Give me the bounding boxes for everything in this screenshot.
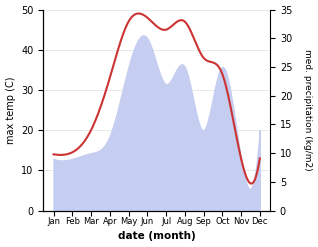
Y-axis label: max temp (C): max temp (C)	[5, 76, 16, 144]
Y-axis label: med. precipitation (kg/m2): med. precipitation (kg/m2)	[303, 49, 313, 171]
X-axis label: date (month): date (month)	[118, 231, 196, 242]
